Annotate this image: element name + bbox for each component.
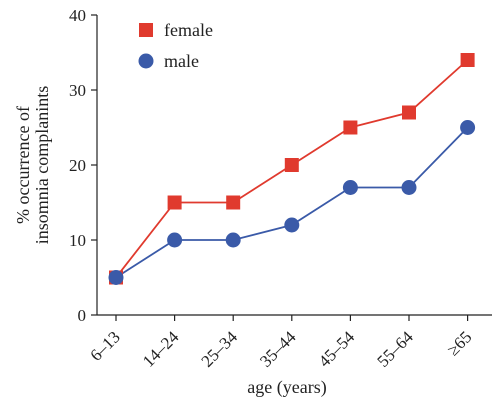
data-point-female (343, 120, 358, 135)
x-tick-label: ≥65 (443, 327, 475, 359)
data-point-female (460, 53, 475, 67)
data-point-male (342, 180, 358, 195)
y-axis-label-line-1: % occurrence of (13, 106, 33, 224)
data-point-male (167, 232, 183, 248)
legend-male-label: male (164, 51, 199, 71)
y-axis-label-line-2: insomnia complanints (32, 86, 52, 244)
y-axis-ticks: 0 10 20 30 40 (69, 6, 97, 325)
data-point-female (226, 195, 241, 210)
y-tick-label: 30 (69, 81, 86, 100)
legend: female male (138, 20, 213, 71)
x-axis-title: age (years) (247, 377, 326, 398)
data-point-male (108, 270, 124, 285)
y-axis-title: % occurrence of insomnia complanints (13, 86, 52, 244)
x-tick-label: 14–24 (139, 327, 183, 371)
data-point-male (225, 232, 241, 248)
y-tick-label: 20 (69, 156, 86, 175)
legend-male-marker (138, 53, 154, 69)
data-point-female (402, 105, 416, 120)
legend-female-marker (139, 23, 153, 37)
x-axis-ticks: 6–13 14–24 25–34 35–44 45–54 55–64 ≥65 (86, 315, 475, 371)
legend-female-label: female (164, 20, 213, 40)
series-layer (108, 53, 476, 285)
y-tick-label: 0 (78, 306, 87, 325)
data-point-female (167, 195, 182, 210)
data-point-male (401, 180, 417, 195)
y-tick-label: 10 (69, 231, 86, 250)
x-tick-label: 55–64 (373, 327, 417, 371)
data-point-female (284, 158, 299, 172)
x-tick-label: 45–54 (315, 327, 359, 371)
y-tick-label: 40 (69, 6, 86, 25)
x-tick-label: 35–44 (256, 327, 300, 371)
x-tick-label: 6–13 (86, 327, 123, 364)
x-tick-label: 25–34 (198, 327, 242, 371)
data-point-male (460, 120, 476, 135)
data-point-male (284, 217, 300, 233)
